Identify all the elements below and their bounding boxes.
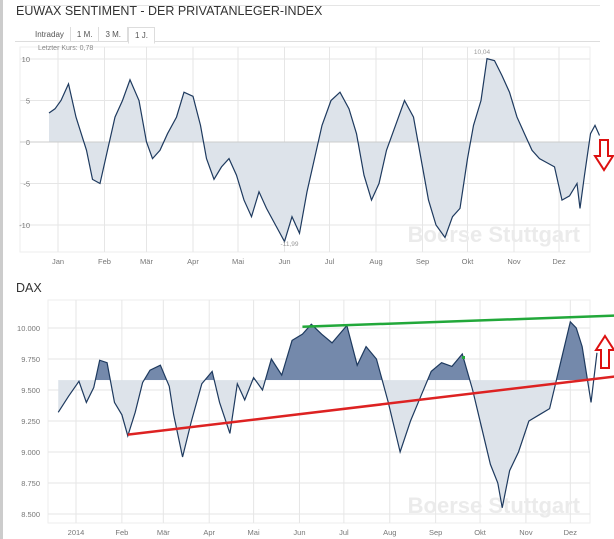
sentiment-x-tick-label: Mai [232, 257, 244, 266]
dax-line [57, 320, 598, 508]
page-left-border [0, 0, 3, 539]
tab-intraday[interactable]: Intraday [29, 27, 71, 41]
dax-y-tick-label: 9.000 [21, 448, 40, 457]
dax-y-tick-label: 9.500 [21, 386, 40, 395]
last-price-label: Letzter Kurs: 0,78 [38, 45, 93, 52]
min-label: -11,99 [281, 241, 299, 248]
trendline [302, 314, 614, 329]
dax-x-tick-label: Nov [519, 528, 533, 537]
sentiment-y-tick-label: -10 [19, 221, 30, 230]
dax-area-above [58, 321, 590, 381]
sentiment-x-tick-label: Apr [187, 257, 199, 266]
sentiment-x-tick-label: Feb [98, 257, 111, 266]
dax-x-tick-label: 2014 [68, 528, 85, 537]
trendline [127, 375, 614, 436]
dax-x-tick-label: Apr [203, 528, 215, 537]
sentiment-y-tick-label: 5 [26, 97, 30, 106]
sentiment-area-above [49, 58, 590, 142]
sentiment-title: EUWAX SENTIMENT - DER PRIVATANLEGER-INDE… [16, 4, 323, 18]
arrow-up-icon [594, 334, 614, 369]
tab-1y[interactable]: 1 J. [128, 27, 155, 44]
dax-x-tick-label: Jul [339, 528, 349, 537]
dax-x-tick-label: Mai [248, 528, 260, 537]
dax-x-tick-label: Feb [115, 528, 128, 537]
sentiment-x-tick-label: Aug [369, 257, 382, 266]
arrow-down-icon [593, 139, 614, 172]
range-tabs: Intraday 1 M. 3 M. 1 J. [15, 27, 600, 44]
dax-x-tick-label: Aug [383, 528, 396, 537]
dax-x-tick-label: Mär [157, 528, 170, 537]
tab-1m[interactable]: 1 M. [71, 27, 100, 41]
dax-y-tick-label: 8.750 [21, 479, 40, 488]
sentiment-x-tick-label: Mär [140, 257, 153, 266]
dax-y-tick-label: 9.250 [21, 417, 40, 426]
sentiment-x-tick-label: Dez [552, 257, 566, 266]
dax-x-tick-label: Jun [293, 528, 305, 537]
sentiment-y-tick-label: -5 [23, 180, 30, 189]
sentiment-x-tick-label: Jul [325, 257, 335, 266]
dax-x-tick-label: Dez [564, 528, 578, 537]
sentiment-x-tick-label: Jan [52, 257, 64, 266]
dax-watermark: Boerse Stuttgart [408, 493, 581, 518]
sentiment-x-tick-label: Sep [416, 257, 429, 266]
sentiment-y-tick-label: 10 [22, 55, 30, 64]
sentiment-x-tick-label: Okt [462, 257, 475, 266]
dax-plot-frame [47, 299, 591, 524]
dax-y-tick-label: 9.750 [21, 355, 40, 364]
sentiment-line [48, 57, 601, 244]
top-divider [20, 5, 600, 6]
max-label: 10,04 [474, 49, 491, 56]
tab-3m[interactable]: 3 M. [99, 27, 129, 41]
sentiment-x-tick-label: Jun [278, 257, 290, 266]
sentiment-plot-frame [19, 46, 591, 253]
sentiment-x-tick-label: Nov [507, 257, 521, 266]
dax-y-tick-label: 10.000 [17, 324, 40, 333]
sentiment-watermark: Boerse Stuttgart [408, 222, 581, 247]
dax-title: DAX [16, 281, 42, 295]
dax-x-tick-label: Okt [474, 528, 487, 537]
dax-y-tick-label: 8.500 [21, 510, 40, 519]
green-marker [462, 356, 465, 359]
dax-x-tick-label: Sep [429, 528, 442, 537]
